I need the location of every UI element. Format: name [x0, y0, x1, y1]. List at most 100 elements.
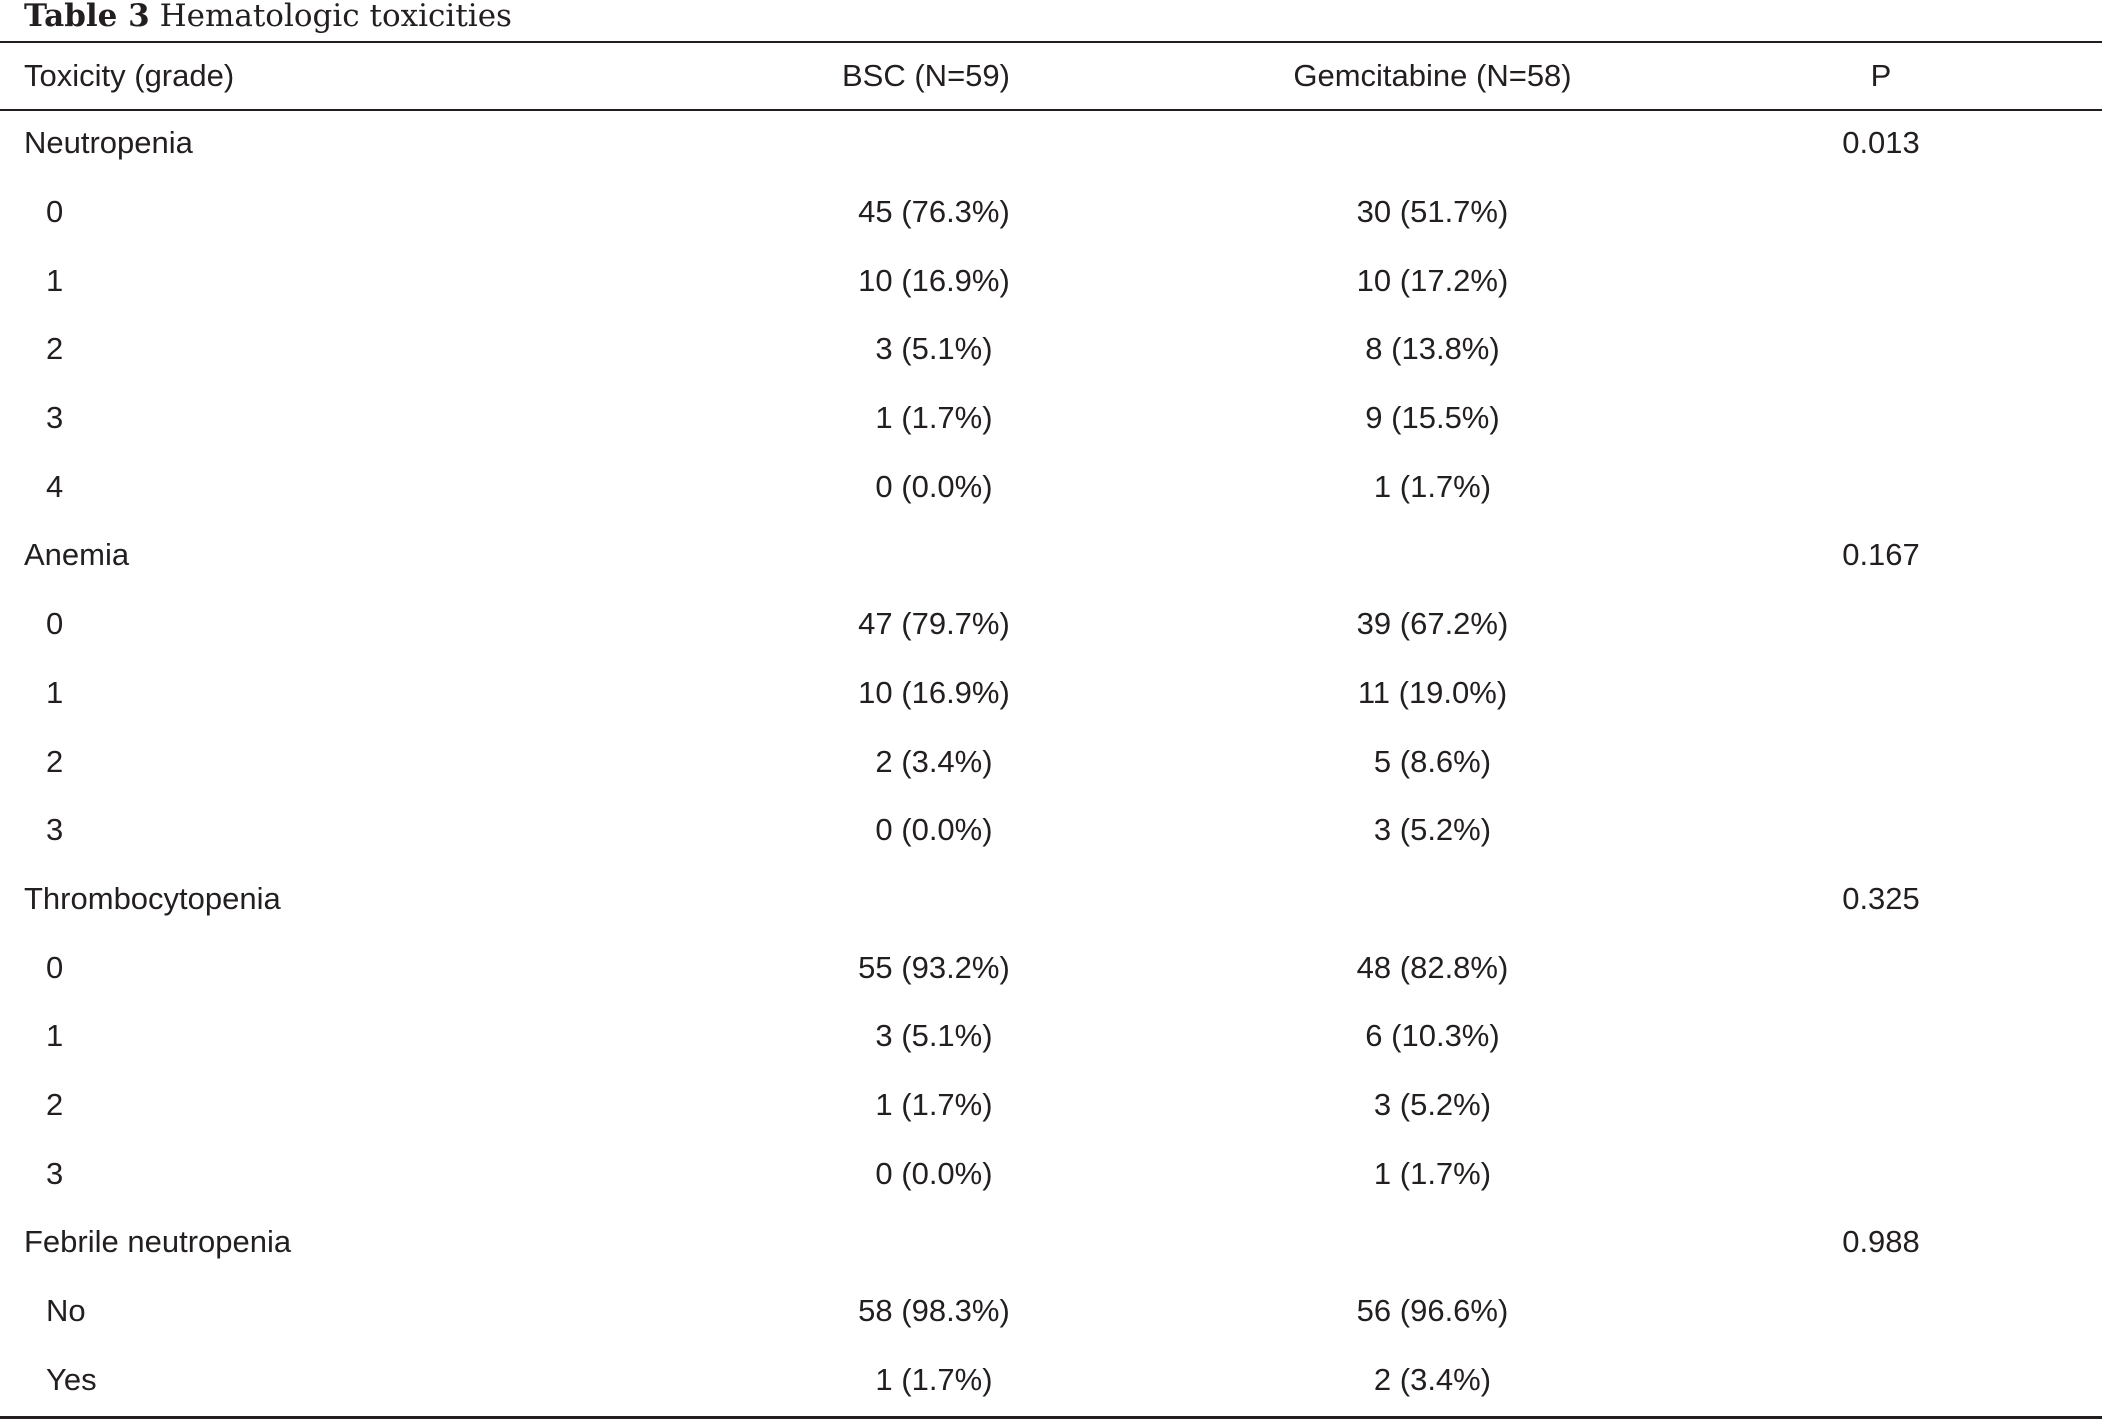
p-cell [1811, 315, 2102, 384]
bsc-cell [604, 521, 1054, 590]
bsc-value: 1 (1.7%) [875, 1086, 993, 1122]
p-cell [1811, 1002, 2102, 1071]
table-row: 1 10 (16.9%) 11 (19.0%) [0, 659, 2102, 728]
p-cell [1811, 727, 2102, 796]
p-cell: 0.988 [1811, 1208, 2102, 1277]
p-cell [1811, 384, 2102, 453]
grade-label: 3 [46, 812, 64, 848]
p-cell [1811, 1277, 2102, 1346]
table-number: Table 3 [24, 0, 150, 34]
category-label: Neutropenia [24, 125, 193, 161]
bsc-cell: 55 (93.2%) [604, 933, 1054, 1002]
bsc-cell: 2 (3.4%) [604, 727, 1054, 796]
bsc-cell [604, 865, 1054, 934]
gemcitabine-value: 30 (51.7%) [1356, 194, 1509, 230]
bsc-value: 0 (0.0%) [875, 812, 993, 848]
gemcitabine-value: 8 (13.8%) [1365, 331, 1500, 367]
grade-label: 3 [46, 1155, 64, 1191]
grade-label: 0 [46, 606, 64, 642]
bsc-cell [604, 109, 1054, 178]
gemcitabine-value: 9 (15.5%) [1365, 400, 1500, 436]
category-label: Febrile neutropenia [24, 1224, 292, 1260]
gemcitabine-cell [1054, 521, 1811, 590]
bsc-cell: 0 (0.0%) [604, 452, 1054, 521]
bsc-cell: 0 (0.0%) [604, 1139, 1054, 1208]
table-row: Thrombocytopenia 0.325 [0, 865, 2102, 934]
gemcitabine-cell: 2 (3.4%) [1054, 1345, 1811, 1414]
gemcitabine-cell: 6 (10.3%) [1054, 1002, 1811, 1071]
header-toxicity: Toxicity (grade) [24, 58, 235, 93]
grade-label: 4 [46, 468, 64, 504]
table-row: 2 2 (3.4%) 5 (8.6%) [0, 727, 2102, 796]
p-cell [1811, 1345, 2102, 1414]
table-row: 3 0 (0.0%) 1 (1.7%) [0, 1139, 2102, 1208]
header-rule [0, 109, 2102, 111]
gemcitabine-value: 11 (19.0%) [1357, 674, 1508, 710]
bottom-rule [0, 1416, 2102, 1419]
bsc-value: 3 (5.1%) [875, 331, 993, 367]
bsc-cell: 3 (5.1%) [604, 1002, 1054, 1071]
bsc-cell: 1 (1.7%) [604, 1345, 1054, 1414]
p-value: 0.013 [1842, 125, 1920, 161]
grade-label: 0 [46, 194, 64, 230]
table-row: 1 10 (16.9%) 10 (17.2%) [0, 246, 2102, 315]
p-cell [1811, 659, 2102, 728]
bsc-cell: 45 (76.3%) [604, 178, 1054, 247]
gemcitabine-value: 5 (8.6%) [1373, 743, 1492, 779]
gemcitabine-cell: 5 (8.6%) [1054, 727, 1811, 796]
gemcitabine-value: 2 (3.4%) [1373, 1361, 1492, 1397]
gemcitabine-cell: 11 (19.0%) [1054, 659, 1811, 728]
table-row: 2 3 (5.1%) 8 (13.8%) [0, 315, 2102, 384]
gemcitabine-cell: 30 (51.7%) [1054, 178, 1811, 247]
bsc-cell: 58 (98.3%) [604, 1277, 1054, 1346]
p-value: 0.988 [1842, 1224, 1920, 1260]
grade-label: 1 [46, 674, 64, 710]
bsc-cell: 1 (1.7%) [604, 384, 1054, 453]
table-row: 0 47 (79.7%) 39 (67.2%) [0, 590, 2102, 659]
gemcitabine-value: 6 (10.3%) [1365, 1018, 1500, 1054]
grade-label: Yes [46, 1361, 97, 1397]
bsc-cell: 47 (79.7%) [604, 590, 1054, 659]
table-row: 4 0 (0.0%) 1 (1.7%) [0, 452, 2102, 521]
toxicity-table: Toxicity (grade) BSC (N=59) Gemcitabine … [0, 43, 2102, 1414]
header-bsc: BSC (N=59) [604, 43, 1054, 109]
grade-label: 1 [46, 262, 64, 298]
gemcitabine-value: 56 (96.6%) [1356, 1293, 1509, 1329]
bsc-cell [604, 1208, 1054, 1277]
bsc-value: 1 (1.7%) [875, 400, 993, 436]
grade-label: No [46, 1293, 86, 1329]
header-gemcitabine: Gemcitabine (N=58) [1054, 43, 1811, 109]
table-row: 1 3 (5.1%) 6 (10.3%) [0, 1002, 2102, 1071]
table-title: Hematologic toxicities [159, 0, 512, 34]
bsc-cell: 3 (5.1%) [604, 315, 1054, 384]
bsc-value: 3 (5.1%) [875, 1018, 993, 1054]
bsc-value: 10 (16.9%) [858, 262, 1010, 298]
bsc-value: 2 (3.4%) [875, 743, 993, 779]
grade-label: 2 [46, 743, 64, 779]
bsc-value: 47 (79.7%) [858, 606, 1010, 642]
grade-label: 0 [46, 949, 64, 985]
gemcitabine-cell [1054, 865, 1811, 934]
table-row: 3 1 (1.7%) 9 (15.5%) [0, 384, 2102, 453]
gemcitabine-value: 39 (67.2%) [1356, 606, 1509, 642]
header-row: Toxicity (grade) BSC (N=59) Gemcitabine … [0, 43, 2102, 109]
gemcitabine-cell [1054, 109, 1811, 178]
grade-label: 1 [46, 1018, 64, 1054]
p-cell [1811, 1071, 2102, 1140]
gemcitabine-value: 10 (17.2%) [1356, 262, 1509, 298]
category-label: Thrombocytopenia [24, 880, 281, 916]
gemcitabine-value: 1 (1.7%) [1373, 1155, 1492, 1191]
header-p: P [1811, 43, 2102, 109]
bsc-value: 45 (76.3%) [858, 194, 1010, 230]
table-body: Neutropenia 0.013 0 45 (76.3%) 30 (51.7%) 1 10… [0, 109, 2102, 1414]
top-rule [0, 41, 2102, 43]
bsc-value: 0 (0.0%) [875, 468, 993, 504]
p-value: 0.167 [1842, 537, 1920, 573]
table-row: 0 55 (93.2%) 48 (82.8%) [0, 933, 2102, 1002]
p-cell [1811, 1139, 2102, 1208]
p-cell [1811, 178, 2102, 247]
gemcitabine-cell: 8 (13.8%) [1054, 315, 1811, 384]
table-row: 0 45 (76.3%) 30 (51.7%) [0, 178, 2102, 247]
gemcitabine-cell [1054, 1208, 1811, 1277]
p-cell: 0.167 [1811, 521, 2102, 590]
